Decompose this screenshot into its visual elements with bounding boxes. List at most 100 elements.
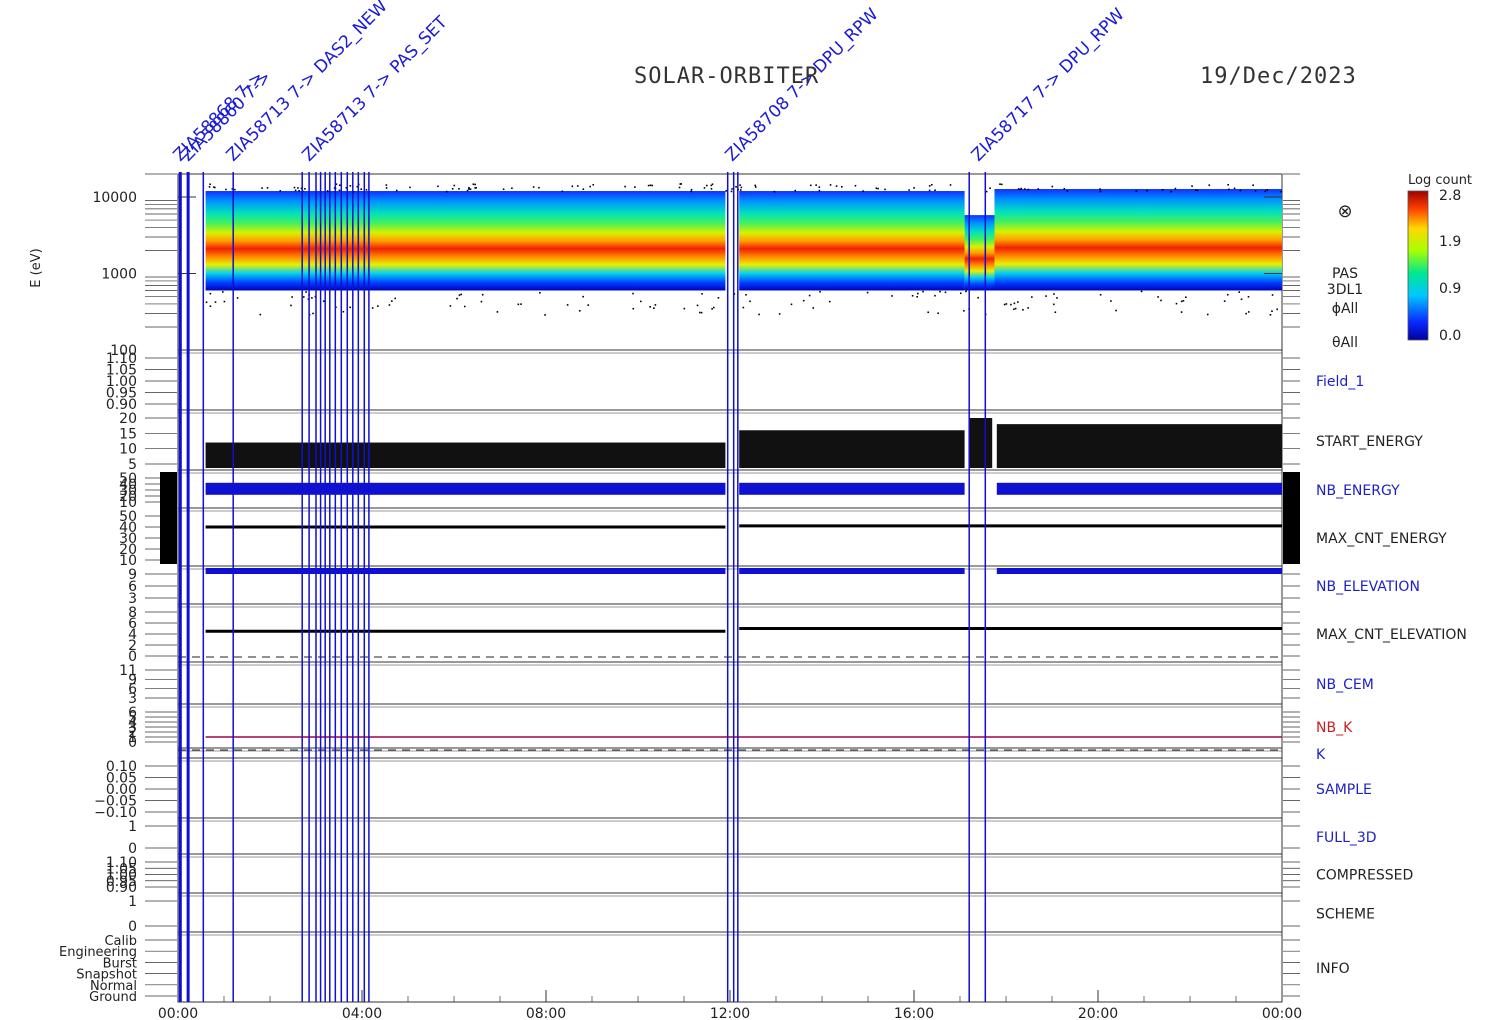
spectrogram-count-pixel	[1157, 296, 1159, 298]
panel-tick-label: 6	[128, 579, 137, 595]
spectrogram-count-pixel	[1051, 185, 1054, 188]
spectrogram-count-pixel	[1175, 302, 1178, 305]
spectrogram-count-pixel	[1022, 308, 1024, 311]
panel-tick-label: −0.05	[94, 794, 137, 810]
spectrogram-count-pixel	[875, 187, 878, 190]
panel-tick-label: 15	[119, 426, 137, 442]
spectrogram-count-pixel	[469, 188, 472, 191]
spectrogram-count-pixel	[520, 303, 522, 305]
x-tick-label: 12:00	[710, 1006, 750, 1020]
spectrogram-count-pixel	[815, 184, 817, 186]
spectrogram-count-pixel	[710, 187, 713, 190]
spectrogram-count-pixel	[1161, 189, 1164, 191]
spectrogram-count-pixel	[745, 293, 747, 296]
spectrogram-count-pixel	[293, 186, 296, 189]
event-annotation: ZIA58717 7-> DPU_RPW	[968, 5, 1129, 166]
spectrogram-count-pixel	[809, 184, 812, 187]
series-bar	[205, 568, 726, 574]
panel-tick-label: 1	[128, 819, 137, 835]
spectrogram-count-pixel	[349, 306, 352, 309]
x-tick-label: 04:00	[342, 1006, 382, 1020]
spectrogram-count-pixel	[279, 190, 282, 192]
spectrogram-count-pixel	[1003, 303, 1006, 306]
spectrogram-count-pixel	[1254, 190, 1257, 192]
spectrogram-count-pixel	[1054, 311, 1057, 314]
panel-tick-label: 6	[128, 705, 137, 721]
series-bar	[996, 482, 1282, 495]
x-tick-label: 00:00	[158, 1006, 198, 1020]
spectrogram-count-pixel	[679, 183, 682, 185]
chart-title: SOLAR-ORBITER	[634, 64, 820, 89]
panel-tick-label: 50	[119, 471, 137, 487]
spectrogram-count-pixel	[496, 311, 499, 313]
spectrogram-count-pixel	[717, 297, 720, 299]
spectrogram-count-pixel	[690, 190, 692, 193]
spectrogram-count-pixel	[388, 304, 391, 306]
spectrogram-count-pixel	[266, 187, 269, 189]
colorbar-tick-label: 0.0	[1439, 328, 1461, 344]
spectrogram-count-pixel	[1170, 190, 1172, 193]
spectrogram-count-pixel	[511, 187, 513, 190]
series-bar	[739, 430, 965, 468]
panel-frame	[177, 817, 1283, 855]
colorbar: Log count 2.8 1.9 0.9 0.0	[1407, 173, 1472, 344]
panel-tick-label: 1.05	[106, 861, 137, 877]
spectrogram-count-pixel	[236, 297, 239, 299]
spectrogram-count-pixel	[740, 186, 743, 189]
panel-tick-label: 1	[128, 894, 137, 910]
panel-tick-label: 30	[119, 483, 137, 499]
spectrogram-count-pixel	[385, 187, 388, 189]
panel-name: Field_1	[1316, 374, 1364, 390]
spectrogram-count-pixel	[653, 307, 655, 309]
panel-tick-label: 30	[119, 531, 137, 547]
spectrogram-count-pixel	[1027, 307, 1029, 309]
spectrogram-count-pixel	[928, 189, 931, 192]
panel-tick-label: 1.10	[106, 351, 137, 367]
spectrogram-count-pixel	[922, 290, 924, 293]
spectrogram-count-pixel	[1239, 189, 1242, 192]
spectrogram-count-pixel	[1226, 293, 1229, 296]
spectrogram-count-pixel	[754, 184, 757, 187]
spectrogram-count-pixel	[819, 290, 821, 293]
series-bar	[969, 418, 993, 468]
panel-name: MAX_CNT_ENERGY	[1316, 531, 1447, 547]
event-annotation: ZIA58713 7-> PAS_SET	[298, 12, 451, 165]
colorbar-tick-label: 2.8	[1439, 188, 1461, 204]
spectrogram-count-pixel	[480, 300, 483, 303]
spectrogram-count-pixel	[999, 183, 1001, 185]
spectrogram-count-pixel	[640, 300, 642, 303]
panel-tick-label: 0	[128, 841, 137, 857]
series-bar	[739, 568, 965, 574]
spectrogram-count-pixel	[854, 184, 857, 187]
spectrogram-count-pixel	[1269, 313, 1272, 316]
spectrogram-count-pixel	[1053, 293, 1055, 295]
panel-tick-label: 10	[119, 442, 137, 458]
panel-tick-label: 2	[128, 725, 137, 741]
panel-tick-label: 20	[119, 542, 137, 558]
spectrogram-count-pixel	[944, 291, 947, 294]
spectrogram-count-pixel	[1146, 189, 1148, 192]
spectrogram-count-pixel	[578, 310, 581, 312]
spectrogram-count-pixel	[1135, 190, 1138, 192]
spectrogram-count-pixel	[209, 292, 212, 295]
spectrogram-count-pixel	[1140, 290, 1143, 293]
panel-tick-label: 9	[128, 567, 137, 583]
spectrogram-count-pixel	[1185, 296, 1187, 299]
spectrogram-count-pixel	[1099, 190, 1102, 193]
spectrogram-count-pixel	[778, 313, 781, 315]
spectrogram-count-pixel	[1027, 188, 1030, 191]
spectrogram-count-pixel	[1115, 309, 1117, 312]
housekeeping-panels: 1.101.051.000.950.90Field_12015105START_…	[59, 349, 1467, 1005]
spectrogram-count-pixel	[1056, 297, 1058, 299]
panel-frame	[177, 661, 1283, 705]
spectrogram-count-pixel	[300, 187, 303, 190]
spectrogram-count-pixel	[877, 187, 879, 190]
spectrogram-count-pixel	[711, 308, 713, 310]
panel-name: SCHEME	[1316, 907, 1375, 923]
spectrogram-count-pixel	[1196, 189, 1199, 192]
spectrogram-count-pixel	[1010, 303, 1012, 306]
panel-tick-label: Engineering	[59, 945, 137, 960]
spectrogram-count-pixel	[928, 185, 931, 187]
spectrogram-count-pixel	[1180, 300, 1183, 303]
spectrogram-count-pixel	[539, 291, 541, 294]
